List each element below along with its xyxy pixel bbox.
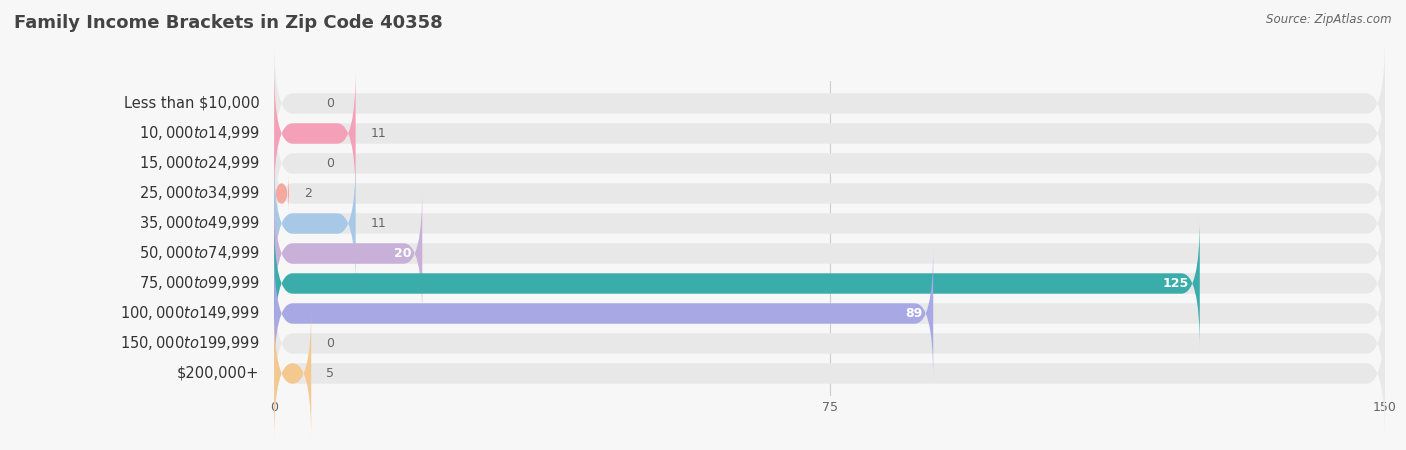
- FancyBboxPatch shape: [274, 174, 290, 213]
- Text: 89: 89: [905, 307, 922, 320]
- Text: 2: 2: [304, 187, 312, 200]
- FancyBboxPatch shape: [274, 309, 311, 438]
- FancyBboxPatch shape: [274, 69, 1385, 198]
- Text: 125: 125: [1163, 277, 1188, 290]
- FancyBboxPatch shape: [274, 249, 934, 378]
- Text: $150,000 to $199,999: $150,000 to $199,999: [120, 334, 259, 352]
- FancyBboxPatch shape: [274, 219, 1199, 348]
- Text: $100,000 to $149,999: $100,000 to $149,999: [120, 305, 259, 323]
- FancyBboxPatch shape: [274, 129, 1385, 258]
- FancyBboxPatch shape: [274, 249, 1385, 378]
- Text: $200,000+: $200,000+: [177, 366, 259, 381]
- Text: 20: 20: [394, 247, 411, 260]
- FancyBboxPatch shape: [274, 99, 1385, 228]
- Text: 11: 11: [370, 127, 387, 140]
- Text: 0: 0: [326, 157, 335, 170]
- FancyBboxPatch shape: [274, 39, 1385, 168]
- Text: $75,000 to $99,999: $75,000 to $99,999: [139, 274, 259, 292]
- Text: Less than $10,000: Less than $10,000: [124, 96, 259, 111]
- FancyBboxPatch shape: [274, 189, 1385, 318]
- FancyBboxPatch shape: [274, 159, 356, 288]
- FancyBboxPatch shape: [274, 279, 1385, 408]
- FancyBboxPatch shape: [274, 69, 356, 198]
- Text: 0: 0: [326, 337, 335, 350]
- Text: $15,000 to $24,999: $15,000 to $24,999: [139, 154, 259, 172]
- Text: Source: ZipAtlas.com: Source: ZipAtlas.com: [1267, 14, 1392, 27]
- Text: Family Income Brackets in Zip Code 40358: Family Income Brackets in Zip Code 40358: [14, 14, 443, 32]
- FancyBboxPatch shape: [274, 309, 1385, 438]
- Text: $25,000 to $34,999: $25,000 to $34,999: [139, 184, 259, 202]
- Text: 5: 5: [326, 367, 335, 380]
- Text: $50,000 to $74,999: $50,000 to $74,999: [139, 244, 259, 262]
- FancyBboxPatch shape: [274, 159, 1385, 288]
- Text: $35,000 to $49,999: $35,000 to $49,999: [139, 215, 259, 233]
- Text: $10,000 to $14,999: $10,000 to $14,999: [139, 125, 259, 143]
- Text: 0: 0: [326, 97, 335, 110]
- FancyBboxPatch shape: [274, 189, 422, 318]
- FancyBboxPatch shape: [274, 219, 1385, 348]
- Text: 11: 11: [370, 217, 387, 230]
